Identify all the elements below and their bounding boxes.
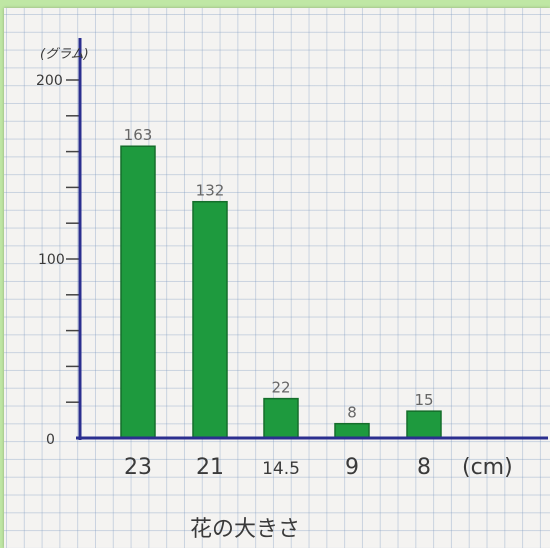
bar-value-label: 163: [124, 126, 153, 144]
x-tick-label: 14.5: [262, 459, 300, 479]
y-axis-label: (グラム): [40, 47, 89, 62]
bar: [263, 397, 299, 439]
x-tick-label: 8: [417, 455, 431, 480]
value-labels-group: 163 132 22 8 15: [124, 126, 434, 421]
bar: [192, 200, 228, 439]
bar: [120, 145, 156, 439]
x-tick-label: 9: [345, 455, 359, 480]
bar: [406, 410, 442, 439]
bar-value-label: 15: [414, 391, 433, 409]
bar-value-label: 8: [347, 404, 357, 422]
y-tick-label: 100: [38, 252, 65, 268]
x-tick-label: 23: [124, 455, 152, 480]
x-tick-labels-group: 23 21 14.5 9 8: [124, 455, 431, 480]
bar-value-label: 22: [271, 379, 290, 397]
y-tick-label: 200: [36, 73, 63, 89]
x-axis-unit: (cm): [462, 455, 513, 480]
y-tick-label: 0: [46, 432, 55, 448]
bar-value-label: 132: [196, 182, 225, 200]
x-axis-label: 花の大きさ: [190, 517, 300, 542]
x-tick-label: 21: [196, 455, 224, 480]
y-minor-ticks: [66, 79, 80, 403]
y-tick-labels-group: 0 100 200: [36, 73, 65, 448]
graph-paper: [4, 8, 550, 548]
bar: [334, 422, 370, 439]
